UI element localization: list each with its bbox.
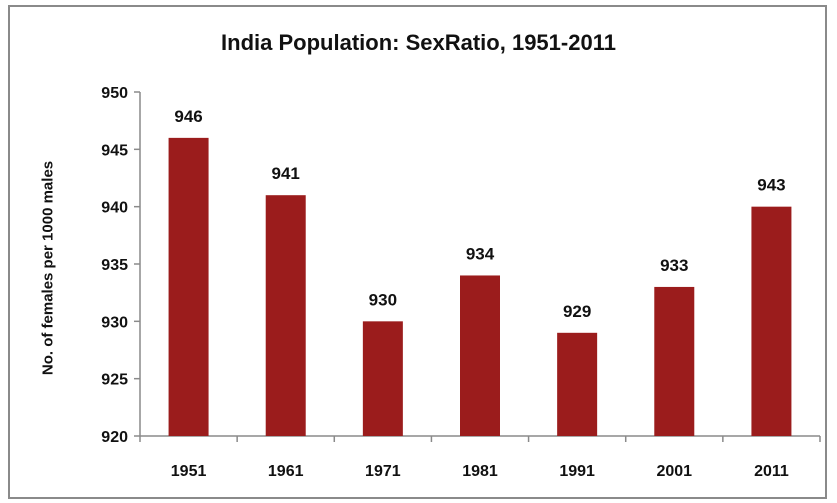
x-tick-label-1991: 1991 [559, 463, 595, 480]
bar-1971 [362, 321, 403, 436]
x-tick-label-1971: 1971 [365, 463, 401, 480]
data-label-1961: 941 [272, 164, 300, 183]
bar-1951 [168, 137, 209, 436]
y-tick-label: 945 [101, 142, 128, 159]
y-tick-label: 930 [101, 314, 128, 331]
y-tick-label: 920 [101, 429, 128, 446]
x-tick-label-1961: 1961 [268, 463, 304, 480]
y-tick-label: 950 [101, 85, 128, 102]
data-label-1951: 946 [174, 107, 202, 126]
chart-title: India Population: SexRatio, 1951-2011 [221, 30, 616, 55]
data-label-2001: 933 [660, 256, 688, 275]
x-tick-label-1951: 1951 [171, 463, 207, 480]
data-label-2011: 943 [757, 176, 785, 195]
data-label-1991: 929 [563, 302, 591, 321]
data-label-1981: 934 [466, 244, 495, 263]
data-label-1971: 930 [369, 290, 397, 309]
y-tick-label: 925 [101, 372, 128, 389]
y-tick-label: 935 [101, 257, 128, 274]
bar-1981 [460, 275, 500, 436]
y-tick-label: 940 [101, 200, 128, 217]
bar-2011 [751, 206, 792, 436]
x-tick-label-2001: 2001 [656, 463, 692, 480]
bar-1961 [265, 195, 306, 436]
bar-1991 [557, 332, 598, 436]
x-tick-label-2011: 2011 [754, 463, 789, 480]
bar-2001 [654, 286, 695, 436]
x-tick-label-1981: 1981 [462, 463, 498, 480]
